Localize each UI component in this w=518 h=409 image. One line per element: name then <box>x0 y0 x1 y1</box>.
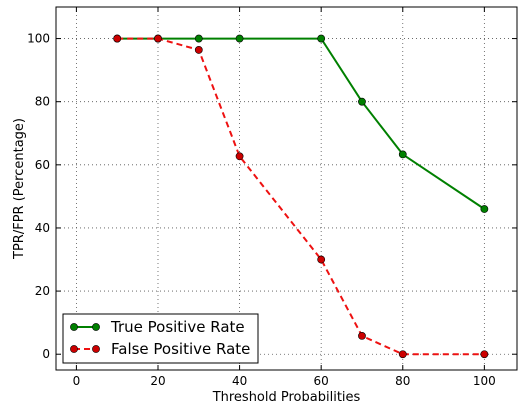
legend: True Positive Rate False Positive Rate <box>62 313 259 364</box>
y-tick-label: 0 <box>42 347 50 361</box>
legend-label-tpr: True Positive Rate <box>110 318 245 336</box>
plot-frame <box>55 6 518 371</box>
data-point <box>480 350 489 359</box>
data-point <box>398 150 407 159</box>
data-point <box>358 97 366 106</box>
data-point <box>398 350 407 359</box>
x-tick-label: 60 <box>314 374 329 388</box>
legend-box <box>62 313 259 364</box>
data-point <box>317 34 326 43</box>
y-tick-label: 60 <box>35 158 50 172</box>
data-point <box>154 34 162 43</box>
data-point <box>113 34 122 43</box>
series-layer <box>113 34 489 359</box>
x-tick-label: 80 <box>395 374 410 388</box>
y-tick-label: 20 <box>35 284 50 298</box>
x-tick-label: 100 <box>473 374 496 388</box>
y-tick-label: 100 <box>27 32 50 46</box>
legend-marker <box>70 323 78 331</box>
legend-marker <box>70 345 78 353</box>
y-tick-label: 80 <box>35 95 50 109</box>
data-point <box>317 255 326 264</box>
x-tick-label: 40 <box>232 374 247 388</box>
legend-label-fpr: False Positive Rate <box>111 340 250 358</box>
data-point <box>194 34 203 43</box>
series-line <box>117 37 485 356</box>
legend-entry-fpr: False Positive Rate <box>70 340 250 358</box>
x-tick-label: 20 <box>150 374 165 388</box>
data-point <box>235 34 244 43</box>
y-axis-title: TPR/FPR (Percentage) <box>12 118 27 260</box>
data-point <box>358 332 366 340</box>
series-line <box>117 37 485 210</box>
axis-ticks: 0 20 40 60 80 100 0 20 40 60 80 100 <box>27 7 517 388</box>
legend-marker <box>92 323 100 331</box>
data-point <box>194 46 203 54</box>
x-tick-label: 0 <box>73 374 81 388</box>
data-point <box>480 205 489 213</box>
legend-entry-tpr: True Positive Rate <box>70 318 245 336</box>
data-point <box>235 152 244 161</box>
y-tick-label: 40 <box>35 221 50 235</box>
x-axis-title: Threshold Probabilities <box>212 390 361 405</box>
legend-marker <box>92 345 100 353</box>
